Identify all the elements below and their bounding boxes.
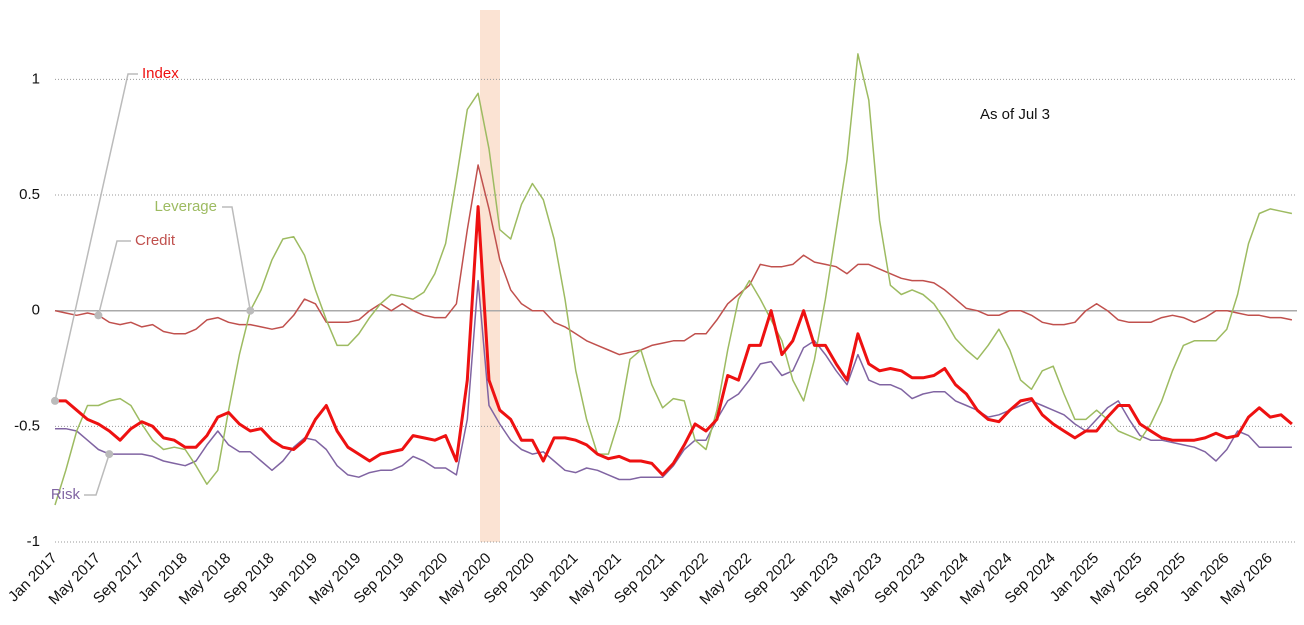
annotation: As of Jul 3 <box>980 106 1050 123</box>
highlight-band <box>480 10 500 542</box>
legend-label: Credit <box>135 232 176 249</box>
label-point <box>94 311 103 320</box>
legend-label: Leverage <box>154 198 217 215</box>
leader-line <box>54 73 138 402</box>
y-tick-label: -0.5 <box>14 417 40 434</box>
label-point <box>51 396 59 405</box>
leader-line <box>84 453 110 496</box>
legend-label: Risk <box>51 486 81 503</box>
series-line <box>54 53 1293 506</box>
y-tick-label: -1 <box>27 533 40 550</box>
label-point <box>105 450 114 459</box>
series-line <box>55 205 1293 477</box>
y-tick-label: 0.5 <box>19 186 40 203</box>
series-line <box>54 164 1293 356</box>
label-point <box>246 306 255 315</box>
leader-line <box>222 206 252 311</box>
y-tick-label: 1 <box>32 70 40 87</box>
legend-label: Index <box>142 65 179 82</box>
leader-line <box>97 240 131 316</box>
y-tick-label: 0 <box>32 302 40 319</box>
